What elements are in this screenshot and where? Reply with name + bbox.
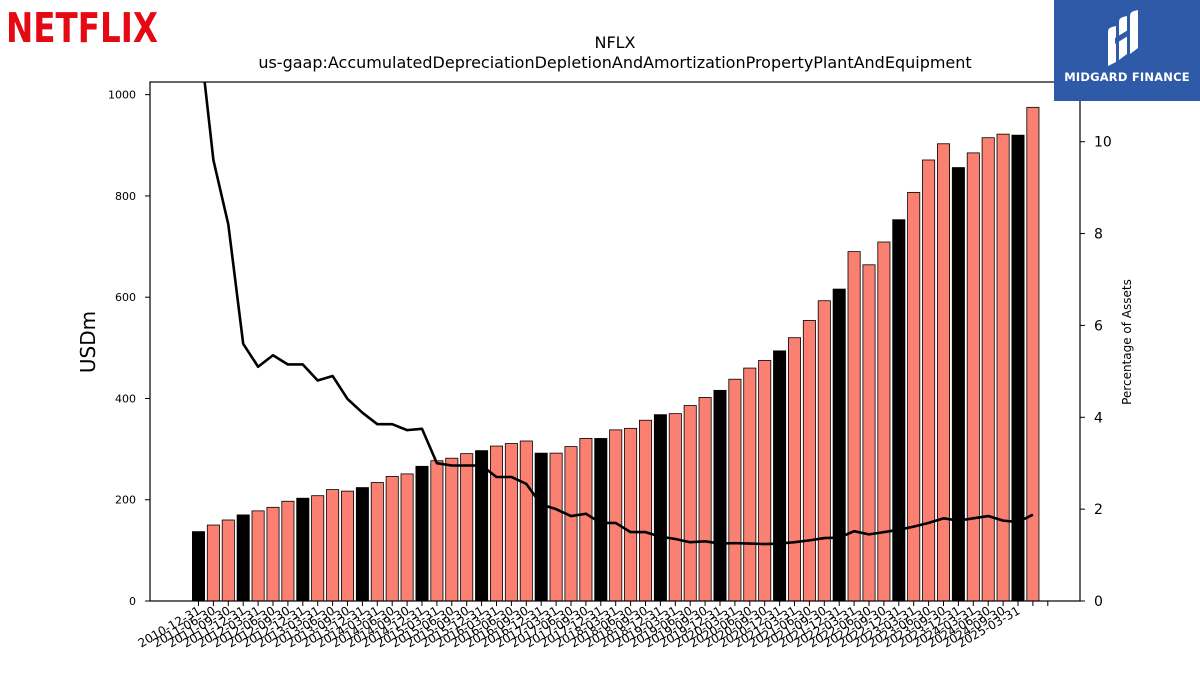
y2-tick-label: 0 xyxy=(1094,594,1103,610)
bar xyxy=(668,413,682,602)
bar xyxy=(489,445,503,602)
bar xyxy=(191,531,205,602)
y-tick-label: 1000 xyxy=(108,89,136,102)
bar xyxy=(370,482,384,602)
y-axis-label: USDm xyxy=(76,311,100,373)
bar xyxy=(832,288,846,602)
netflix-logo-text: NETFLIX xyxy=(6,4,158,50)
bar xyxy=(355,487,369,602)
bar xyxy=(1011,134,1025,602)
right-axis: 0 2 4 6 8 10 xyxy=(1080,135,1112,610)
y2-axis-label: Percentage of Assets xyxy=(1120,279,1134,405)
bar xyxy=(445,457,459,602)
bar xyxy=(996,133,1010,602)
bar xyxy=(311,495,325,602)
bar xyxy=(817,300,831,602)
y-tick-label: 800 xyxy=(115,190,136,203)
y-tick-label: 600 xyxy=(115,291,136,304)
y2-tick-label: 6 xyxy=(1094,318,1103,334)
bar xyxy=(430,460,444,602)
bar xyxy=(877,241,891,602)
bar xyxy=(907,191,921,602)
bar xyxy=(340,490,354,602)
bar xyxy=(683,405,697,602)
bar xyxy=(981,137,995,602)
bar xyxy=(460,453,474,602)
bar xyxy=(788,337,802,602)
bar xyxy=(624,427,638,602)
chart-subtitle: us-gaap:AccumulatedDepreciationDepletion… xyxy=(258,53,971,72)
bar xyxy=(415,465,429,602)
x-axis: 2010-12-312011-06-302011-09-302011-12-31… xyxy=(136,601,1049,650)
bar xyxy=(564,446,578,602)
bar xyxy=(400,473,414,602)
midgard-mark-icon xyxy=(1108,10,1138,66)
y2-tick-label: 2 xyxy=(1094,502,1103,518)
bar xyxy=(326,489,340,602)
bar xyxy=(251,510,265,602)
bar xyxy=(802,320,816,602)
bar xyxy=(504,443,518,602)
bar xyxy=(266,506,280,602)
line-series xyxy=(203,82,1034,546)
bar xyxy=(773,350,787,602)
bar xyxy=(728,378,742,602)
bar xyxy=(475,450,489,602)
bar xyxy=(549,452,563,602)
midgard-logo: MIDGARD FINANCE xyxy=(1054,0,1200,101)
bar xyxy=(534,452,548,602)
y-tick-label: 400 xyxy=(115,392,136,405)
netflix-logo: NETFLIX xyxy=(6,4,158,50)
bar xyxy=(385,476,399,602)
bar xyxy=(966,152,980,602)
midgard-logo-text: MIDGARD FINANCE xyxy=(1064,70,1190,84)
bar xyxy=(713,389,727,602)
bar xyxy=(892,219,906,602)
bar xyxy=(698,397,712,602)
bar xyxy=(951,167,965,602)
bar xyxy=(743,367,757,602)
y2-tick-label: 8 xyxy=(1094,227,1103,243)
bar xyxy=(653,414,667,602)
bar xyxy=(579,438,593,602)
bar xyxy=(236,514,250,602)
y2-tick-label: 10 xyxy=(1094,135,1112,151)
y-tick-label: 0 xyxy=(129,595,136,608)
plot-frame xyxy=(149,81,1081,602)
bar xyxy=(847,251,861,602)
y-tick-label: 200 xyxy=(115,494,136,507)
bar xyxy=(296,497,310,602)
bar xyxy=(862,264,876,602)
bar xyxy=(519,440,533,602)
bar xyxy=(221,519,235,602)
bar xyxy=(639,419,653,602)
bar xyxy=(1026,106,1040,602)
bar xyxy=(609,429,623,602)
bar xyxy=(922,159,936,602)
y2-tick-label: 4 xyxy=(1094,410,1103,426)
bar xyxy=(937,143,951,602)
percentage-line xyxy=(203,82,1034,546)
bar xyxy=(758,360,772,602)
bar xyxy=(206,524,220,602)
bar xyxy=(281,500,295,602)
chart-title: NFLX xyxy=(594,33,635,52)
left-axis: 0 200 400 600 800 1000 xyxy=(108,89,150,608)
